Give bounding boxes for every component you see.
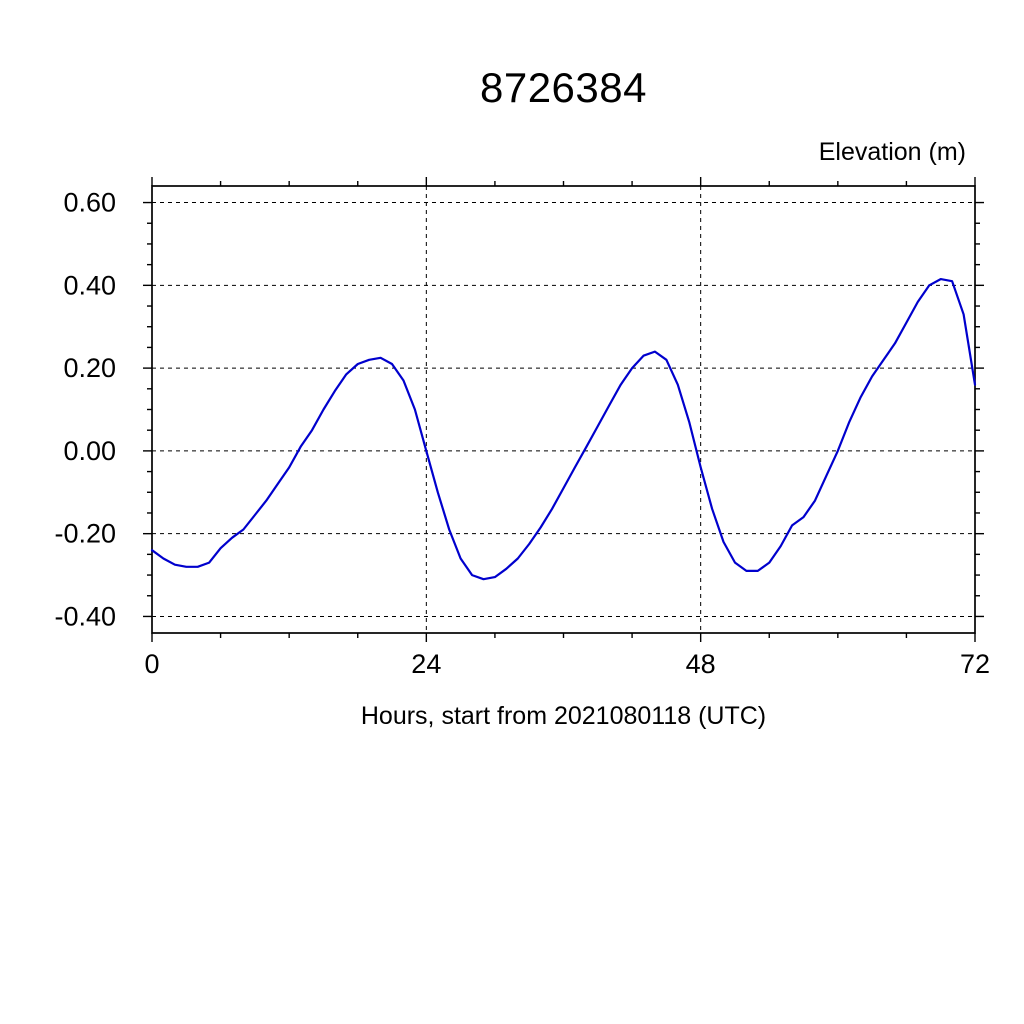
y-tick-labels: 0.60 0.40 0.20 0.00 -0.20 -0.40 — [54, 188, 116, 632]
svg-text:0.40: 0.40 — [63, 270, 116, 300]
svg-text:24: 24 — [411, 649, 441, 679]
svg-text:0: 0 — [144, 649, 159, 679]
chart-title: 8726384 — [479, 64, 647, 111]
elevation-line — [150, 278, 977, 581]
x-axis-title: Hours, start from 2021080118 (UTC) — [360, 702, 767, 730]
svg-text:-0.40: -0.40 — [54, 601, 116, 631]
svg-text:48: 48 — [686, 649, 716, 679]
chart-area: 0 24 48 72 0.60 0.40 0.20 0.00 -0.20 -0.40 — [54, 177, 990, 679]
grid-lines — [152, 186, 975, 633]
tick-marks — [143, 177, 984, 642]
svg-text:0.00: 0.00 — [63, 436, 116, 466]
y-axis-title: Elevation (m) — [818, 138, 966, 166]
axis-frame — [151, 185, 976, 634]
svg-text:0.20: 0.20 — [63, 353, 116, 383]
svg-text:0.60: 0.60 — [63, 188, 116, 218]
svg-text:-0.20: -0.20 — [54, 519, 116, 549]
x-tick-labels: 0 24 48 72 — [144, 649, 990, 679]
svg-text:72: 72 — [960, 649, 990, 679]
chart-canvas: 0 24 48 72 0.60 0.40 0.20 0.00 -0.20 -0.40 — [54, 177, 990, 679]
